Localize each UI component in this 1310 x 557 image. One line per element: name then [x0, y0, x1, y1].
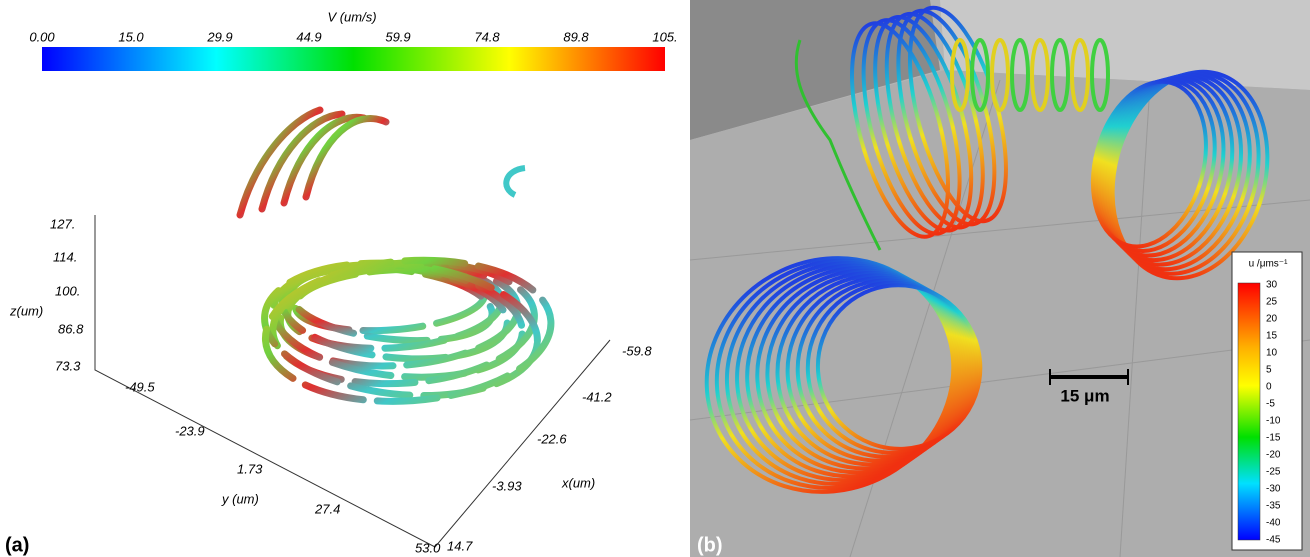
colorbar-tick-label: -5 [1266, 399, 1275, 410]
colorbar-tick-label: 30 [1266, 280, 1278, 291]
streamline [284, 117, 364, 203]
colorbar-tick-label: -10 [1266, 416, 1281, 427]
colorbar-tick-label: -20 [1266, 450, 1281, 461]
y-tick-label: 53.0 [415, 540, 441, 555]
colorbar-tick-label: 44.9 [296, 29, 321, 44]
colorbar-tick-label: 20 [1266, 314, 1278, 325]
scale-bar-label: 15 μm [1060, 386, 1109, 405]
colorbar-tick-label: -40 [1266, 518, 1281, 529]
colorbar-tick-label: 10 [1266, 348, 1278, 359]
y-tick-label: -49.5 [125, 379, 155, 394]
z-tick-label: 127. [50, 216, 75, 231]
colorbar-tick-label: 5 [1266, 365, 1272, 376]
y-tick-label: -23.9 [175, 423, 205, 438]
x-tick-label: -3.93 [492, 478, 522, 493]
colorbar-tick-label: 74.8 [474, 29, 500, 44]
z-tick-label: 114. [53, 249, 77, 264]
panel-b: 15 μm u /μms⁻¹ (b) 30 25 20 15 10 5 0 -5 -10 -15 -… [668, 0, 1310, 557]
colorbar-tick-label: -25 [1266, 467, 1281, 478]
colorbar-tick-label: 25 [1266, 297, 1278, 308]
figure: V (um/s) z(um) y (um) x(um) (a) 0.00 15.0… [0, 0, 1310, 557]
z-tick-label: 73.3 [55, 358, 81, 373]
z-tick-label: 86.8 [58, 321, 84, 336]
colorbar-tick-label: 0 [1266, 382, 1272, 393]
colorbar-tick-label: 0.00 [29, 29, 55, 44]
streamlines-a [240, 110, 556, 411]
colorbar-tick-label: 15.0 [118, 29, 144, 44]
colorbar-tick-label: -30 [1266, 484, 1281, 495]
x-tick-label: 14.7 [447, 538, 473, 553]
colorbar-b [1238, 283, 1260, 540]
y-axis-title: y (um) [221, 491, 259, 506]
panel-a: V (um/s) z(um) y (um) x(um) (a) 0.00 15.0… [5, 9, 678, 556]
colorbar-tick-label: -35 [1266, 501, 1281, 512]
colorbar-tick-label: 105. [652, 29, 677, 44]
colorbar-tick-label: 89.8 [563, 29, 589, 44]
y-tick-label: 1.73 [237, 461, 263, 476]
colorbar-title: u /μms⁻¹ [1249, 259, 1288, 270]
x-tick-label: -59.8 [622, 343, 652, 358]
colorbar-tick-label: 15 [1266, 331, 1278, 342]
streamline [506, 168, 525, 195]
colorbar-tick-label: -15 [1266, 433, 1281, 444]
x-tick-label: -41.2 [582, 389, 612, 404]
colorbar-title: V (um/s) [327, 9, 376, 24]
x-tick-label: -22.6 [537, 431, 567, 446]
colorbar-tick-label: -45 [1266, 535, 1281, 546]
streamline [306, 118, 386, 197]
colorbar-tick-label: 59.9 [385, 29, 410, 44]
colorbar-a [42, 47, 665, 71]
x-axis-title: x(um) [561, 475, 595, 490]
panel-label: (a) [5, 534, 29, 556]
colorbar-tick-label: 29.9 [206, 29, 232, 44]
panel-label: (b) [697, 534, 723, 556]
z-axis-title: z(um) [9, 303, 43, 318]
y-tick-label: 27.4 [314, 501, 340, 516]
z-tick-label: 100. [55, 283, 80, 298]
